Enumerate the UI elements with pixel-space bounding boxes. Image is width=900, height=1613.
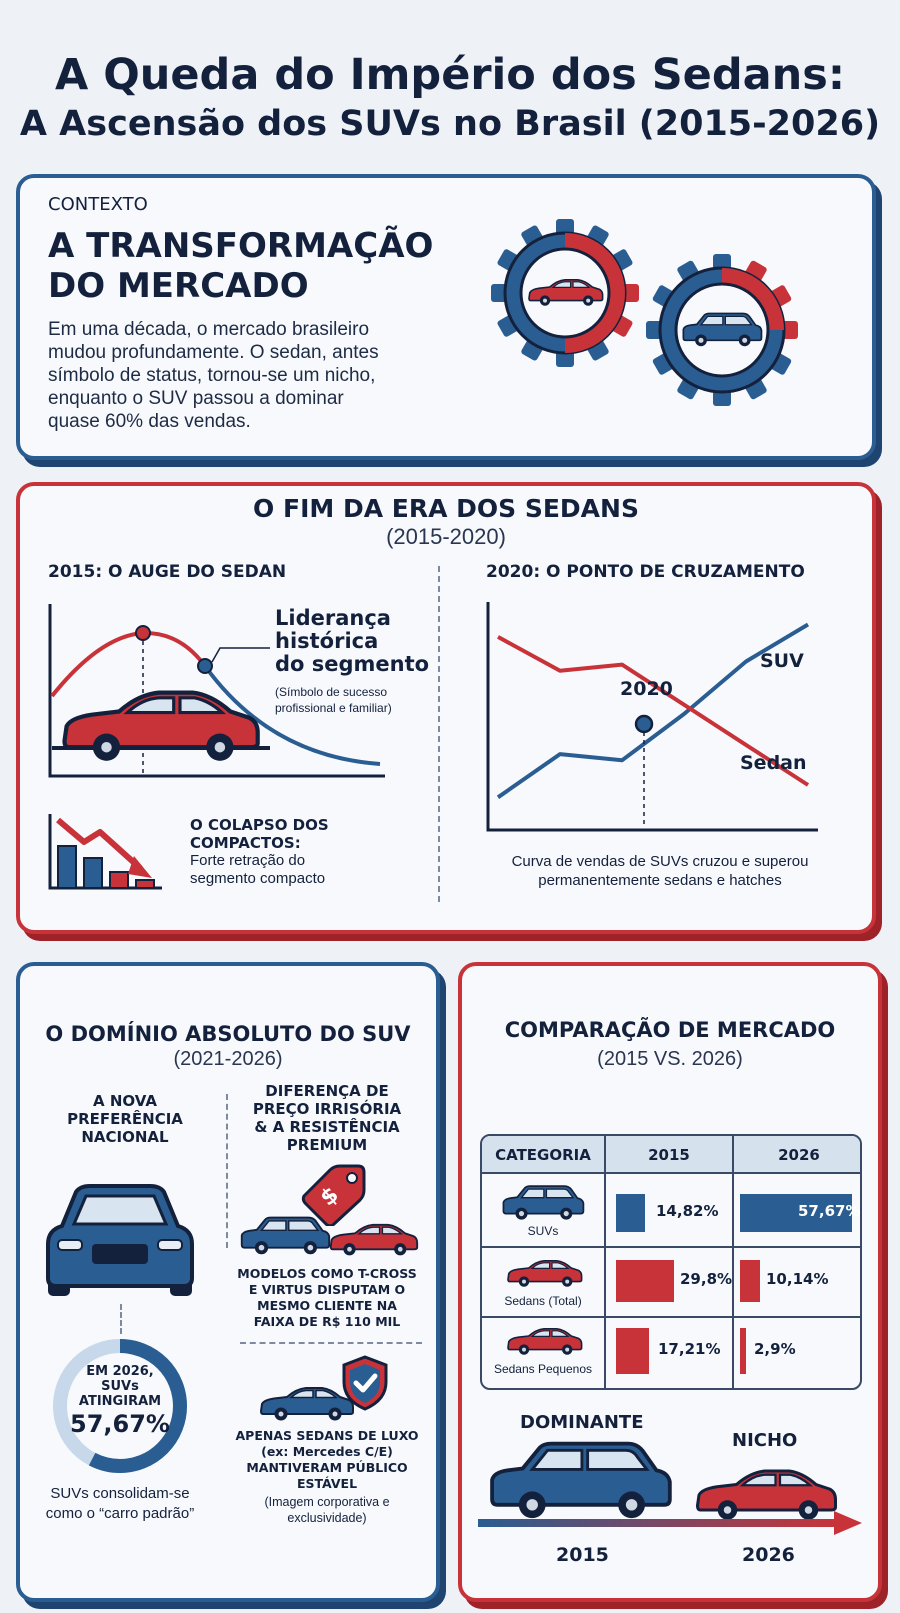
value-small-sedans-2026: 2,9%: [754, 1340, 796, 1358]
row-suv-icon: [502, 1185, 585, 1221]
row-small-sedan-icon: [507, 1328, 583, 1356]
comparison-table: CATEGORIA 2015 2026 SUVs 14,82% 57,67% S…: [480, 1134, 862, 1390]
luxury-title: APENAS SEDANS DE LUXO (ex: Mercedes C/E)…: [235, 1428, 419, 1491]
leadership-note: (Símbolo de sucesso profissional e famil…: [275, 685, 392, 715]
ring-value: 57,67%: [70, 1410, 170, 1438]
shield-check-icon: [342, 1355, 388, 1411]
crossover-year-label: 2020: [620, 678, 673, 700]
price-title: DIFERENÇA DE PREÇO IRRISÓRIA & A RESISTÊ…: [252, 1082, 402, 1154]
ring-label: EM 2026, SUVs ATINGIRAM: [78, 1364, 162, 1409]
page-title-line2: A Ascensão dos SUVs no Brasil (2015-2026…: [19, 104, 881, 144]
bar-suv-2026: [740, 1194, 852, 1232]
table-row-label: SUVs: [527, 1224, 559, 1238]
red-sedan-icon: [65, 693, 258, 761]
value-suv-2026: 57,67%: [798, 1202, 861, 1220]
bar-sedans-total-2026: [740, 1260, 760, 1302]
peak-heading: 2015: O AUGE DO SEDAN: [48, 562, 287, 582]
luxury-note: (Imagem corporativa e exclusividade): [264, 1495, 390, 1525]
value-small-sedans-2015: 17,21%: [658, 1340, 721, 1358]
price-tag-icon: $: [301, 1164, 366, 1226]
context-heading: A TRANSFORMAÇÃO DO MERCADO: [48, 226, 434, 306]
suv-front-icon: [46, 1184, 194, 1296]
crossover-heading: 2020: O PONTO DE CRUZAMENTO: [486, 562, 805, 582]
suv-series-line: [496, 622, 810, 799]
bar-small-sedans-2026: [740, 1328, 746, 1374]
leadership-title: Liderança histórica do segmento: [275, 606, 430, 676]
value-suv-2015: 14,82%: [656, 1202, 719, 1220]
section-divider: [438, 566, 440, 902]
suv-series-label: SUV: [760, 650, 804, 672]
sedan-peak-chart: [48, 604, 385, 778]
bar-small-sedans-2015: [616, 1328, 650, 1374]
suv-share-ring: [53, 1339, 187, 1473]
suv-domain-title: O DOMÍNIO ABSOLUTO DO SUV: [45, 1022, 411, 1046]
bar-suv-2015: [616, 1194, 645, 1232]
timeline-arrow-icon: [478, 1511, 862, 1535]
sedan-era-subtitle: (2015-2020): [386, 524, 506, 549]
collapse-title: O COLAPSO DOS COMPACTOS:: [190, 816, 329, 852]
gears-illustration: [491, 219, 798, 406]
context-label: CONTEXTO: [48, 194, 148, 215]
comparison-title: COMPARAÇÃO DE MERCADO: [504, 1018, 836, 1042]
crossover-caption: Curva de vendas de SUVs cruzou e superou…: [511, 853, 809, 889]
page-title-line1: A Queda do Império dos Sedans:: [54, 50, 846, 100]
collapse-body: Forte retração do segmento compacto: [190, 852, 326, 887]
compact-collapse-icon: [48, 814, 162, 890]
timeline-end-year: 2026: [742, 1544, 795, 1566]
suv-share-arc: [53, 1339, 187, 1473]
sedan-era-title: O FIM DA ERA DOS SEDANS: [253, 494, 639, 523]
col-header-2026: 2026: [778, 1146, 820, 1164]
bar-sedans-total-2015: [616, 1260, 674, 1302]
suv-divider: [226, 1094, 228, 1248]
preference-title: A NOVA PREFERÊNCIA NACIONAL: [67, 1092, 183, 1146]
value-sedans-total-2026: 10,14%: [766, 1270, 829, 1288]
consolidate-text: SUVs consolidam-se como o “carro padrão”: [45, 1485, 195, 1522]
timeline-start-year: 2015: [556, 1544, 609, 1566]
models-text: MODELOS COMO T-CROSS E VIRTUS DISPUTAM O…: [237, 1266, 417, 1329]
sedan-series-label: Sedan: [740, 752, 807, 774]
price-divider: [240, 1342, 422, 1344]
virtus-sedan-icon: [329, 1223, 419, 1257]
table-row-label: Sedans (Total): [504, 1294, 582, 1308]
niche-label: NICHO: [732, 1430, 798, 1451]
col-header-category: CATEGORIA: [495, 1146, 591, 1164]
suv-ring-connector: [120, 1304, 122, 1334]
col-header-2015: 2015: [648, 1146, 690, 1164]
row-sedan-total-icon: [507, 1260, 583, 1288]
suv-domain-subtitle: (2021-2026): [173, 1048, 283, 1070]
dominant-label: DOMINANTE: [520, 1412, 644, 1433]
context-body: Em uma década, o mercado brasileiro mudo…: [48, 319, 379, 432]
comparison-subtitle: (2015 VS. 2026): [597, 1048, 743, 1070]
turn-point: [197, 658, 213, 674]
sedan-series-line: [497, 635, 810, 787]
value-sedans-total-2015: 29,8%: [680, 1270, 733, 1288]
tcross-suv-icon: [240, 1216, 331, 1256]
crossover-axes: [486, 602, 818, 832]
peak-point: [135, 625, 151, 641]
crossover-chart: [486, 602, 818, 832]
gear-suv-icon: [646, 254, 798, 406]
crossover-point: [634, 714, 654, 734]
table-row-label: Sedans Pequenos: [493, 1362, 593, 1376]
gear-sedan-icon: [491, 219, 639, 367]
